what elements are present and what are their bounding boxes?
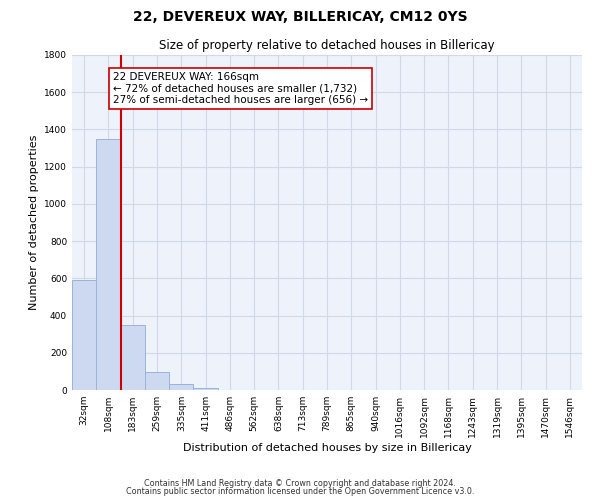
Y-axis label: Number of detached properties: Number of detached properties — [29, 135, 38, 310]
Text: Contains HM Land Registry data © Crown copyright and database right 2024.: Contains HM Land Registry data © Crown c… — [144, 478, 456, 488]
Title: Size of property relative to detached houses in Billericay: Size of property relative to detached ho… — [159, 40, 495, 52]
Bar — [121, 325, 145, 390]
Text: Contains public sector information licensed under the Open Government Licence v3: Contains public sector information licen… — [126, 487, 474, 496]
Text: 22 DEVEREUX WAY: 166sqm
← 72% of detached houses are smaller (1,732)
27% of semi: 22 DEVEREUX WAY: 166sqm ← 72% of detache… — [113, 72, 368, 105]
Bar — [193, 388, 218, 390]
Bar — [145, 372, 169, 390]
Bar — [96, 138, 121, 390]
Bar — [169, 384, 193, 390]
Text: 22, DEVEREUX WAY, BILLERICAY, CM12 0YS: 22, DEVEREUX WAY, BILLERICAY, CM12 0YS — [133, 10, 467, 24]
Bar — [72, 280, 96, 390]
X-axis label: Distribution of detached houses by size in Billericay: Distribution of detached houses by size … — [182, 442, 472, 452]
